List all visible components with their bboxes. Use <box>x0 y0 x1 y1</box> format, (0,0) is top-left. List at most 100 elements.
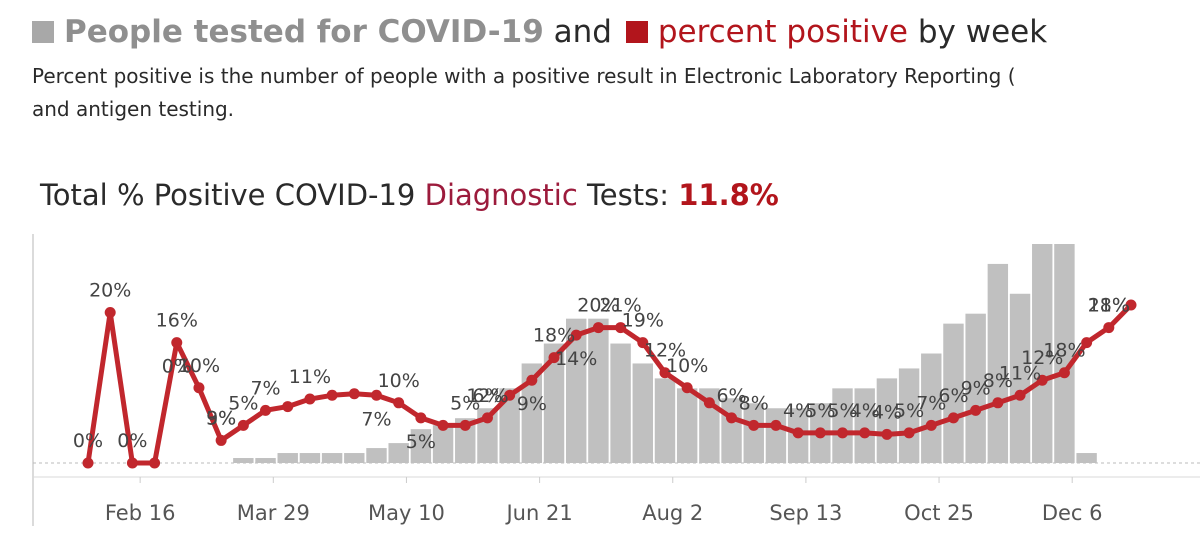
data-label: 8% <box>983 370 1013 392</box>
tested-bar <box>255 458 276 463</box>
percent-positive-point <box>526 374 538 386</box>
data-label: 20% <box>89 280 131 302</box>
data-label: 6% <box>938 385 968 407</box>
percent-positive-point <box>925 419 937 431</box>
data-label: 5% <box>228 392 258 414</box>
tested-bar <box>632 363 653 463</box>
subtitle-diagnostic: Diagnostic <box>424 178 578 212</box>
percent-positive-point <box>592 322 604 334</box>
tested-bar <box>965 313 986 463</box>
legend-positive-label: percent positive <box>657 14 909 50</box>
data-label: 5% <box>805 400 835 422</box>
tested-bar <box>987 263 1009 463</box>
percent-positive-point <box>237 419 249 431</box>
x-tick-label: Oct 25 <box>904 501 974 525</box>
percent-positive-point <box>770 419 782 431</box>
data-label: 16% <box>156 310 198 332</box>
positive-legend-swatch <box>625 21 648 43</box>
data-label: 12% <box>466 385 508 407</box>
data-label: 21% <box>1088 295 1130 317</box>
x-tick-label: May 10 <box>368 501 445 525</box>
percent-positive-point <box>992 397 1004 409</box>
data-label: 20% <box>577 295 619 317</box>
percent-positive-point <box>326 389 338 401</box>
tested-bar <box>743 403 764 463</box>
percent-positive-point <box>393 397 405 409</box>
percent-positive-point <box>304 393 316 405</box>
percent-positive-point <box>859 427 871 439</box>
data-label: 8% <box>739 392 769 414</box>
data-label: 9% <box>206 407 236 429</box>
data-label: 5% <box>894 400 924 422</box>
tested-bar <box>588 318 609 463</box>
data-label: 6% <box>472 385 502 407</box>
percent-positive-point <box>459 419 471 431</box>
percent-positive-point <box>814 427 826 439</box>
x-tick-label: Mar 29 <box>237 501 310 525</box>
data-label: 14% <box>555 348 597 370</box>
percent-positive-point <box>570 329 582 341</box>
percent-positive-point <box>415 412 427 424</box>
percent-positive-point <box>548 352 560 364</box>
chart-subtitle: Total % Positive COVID-19 Diagnostic Tes… <box>40 178 779 212</box>
tested-bar <box>344 453 365 463</box>
tested-bar <box>654 378 676 463</box>
data-label: 18% <box>1043 340 1085 362</box>
data-label: 4% <box>783 400 813 422</box>
tested-bar <box>543 343 565 463</box>
data-label: 5% <box>406 431 436 453</box>
tested-legend-swatch <box>32 21 54 43</box>
percent-positive-point <box>1058 367 1070 379</box>
data-label: 7% <box>361 408 391 430</box>
tested-bar <box>366 448 387 463</box>
data-label: 18% <box>1088 295 1130 317</box>
data-label: 3% <box>206 407 236 429</box>
tested-bar <box>1054 244 1075 463</box>
x-tick-label: Aug 2 <box>642 501 703 525</box>
title-by-week: by week <box>917 14 1048 50</box>
percent-positive-point <box>126 457 138 469</box>
percent-positive-point <box>1014 389 1026 401</box>
tested-bar <box>388 443 409 463</box>
percent-positive-point <box>215 434 227 446</box>
percent-positive-point <box>637 337 649 349</box>
tested-bar <box>321 453 343 463</box>
tested-bar <box>299 453 321 463</box>
data-label: 18% <box>533 325 575 347</box>
percent-positive-point <box>82 457 94 469</box>
data-label: 21% <box>599 295 641 317</box>
percent-positive-point <box>659 367 671 379</box>
percent-positive-point <box>481 412 493 424</box>
tested-bar <box>277 453 298 463</box>
tested-bar <box>455 418 476 463</box>
percent-positive-point <box>348 388 360 400</box>
percent-positive-point <box>193 382 205 394</box>
data-label: 9% <box>517 393 547 415</box>
tested-bar <box>854 388 875 463</box>
percent-positive-point <box>504 389 516 401</box>
percent-positive-point <box>615 322 627 334</box>
tested-bar <box>832 388 853 463</box>
data-label: 6% <box>716 385 746 407</box>
percent-positive-point <box>260 404 272 416</box>
data-label: 4% <box>872 401 902 423</box>
data-label: 0% <box>117 430 147 452</box>
data-label: 11% <box>999 362 1041 384</box>
percent-positive-point <box>970 404 982 416</box>
tested-bar <box>1032 244 1053 463</box>
percent-positive-point <box>370 389 382 401</box>
tested-bar <box>432 425 454 463</box>
x-tick-label: Sep 13 <box>769 501 842 525</box>
percent-positive-point <box>437 419 449 431</box>
data-label: 10% <box>178 355 220 377</box>
tested-bar <box>1076 453 1097 463</box>
tested-bar <box>765 408 787 463</box>
tested-bar <box>921 353 942 463</box>
data-label: 12% <box>644 340 686 362</box>
percent-positive-point <box>1125 299 1137 311</box>
tested-bar <box>410 429 432 463</box>
tested-bar <box>1009 293 1031 463</box>
percent-positive-point <box>149 457 161 469</box>
percent-positive-point <box>748 419 760 431</box>
percent-positive-point <box>681 382 693 394</box>
